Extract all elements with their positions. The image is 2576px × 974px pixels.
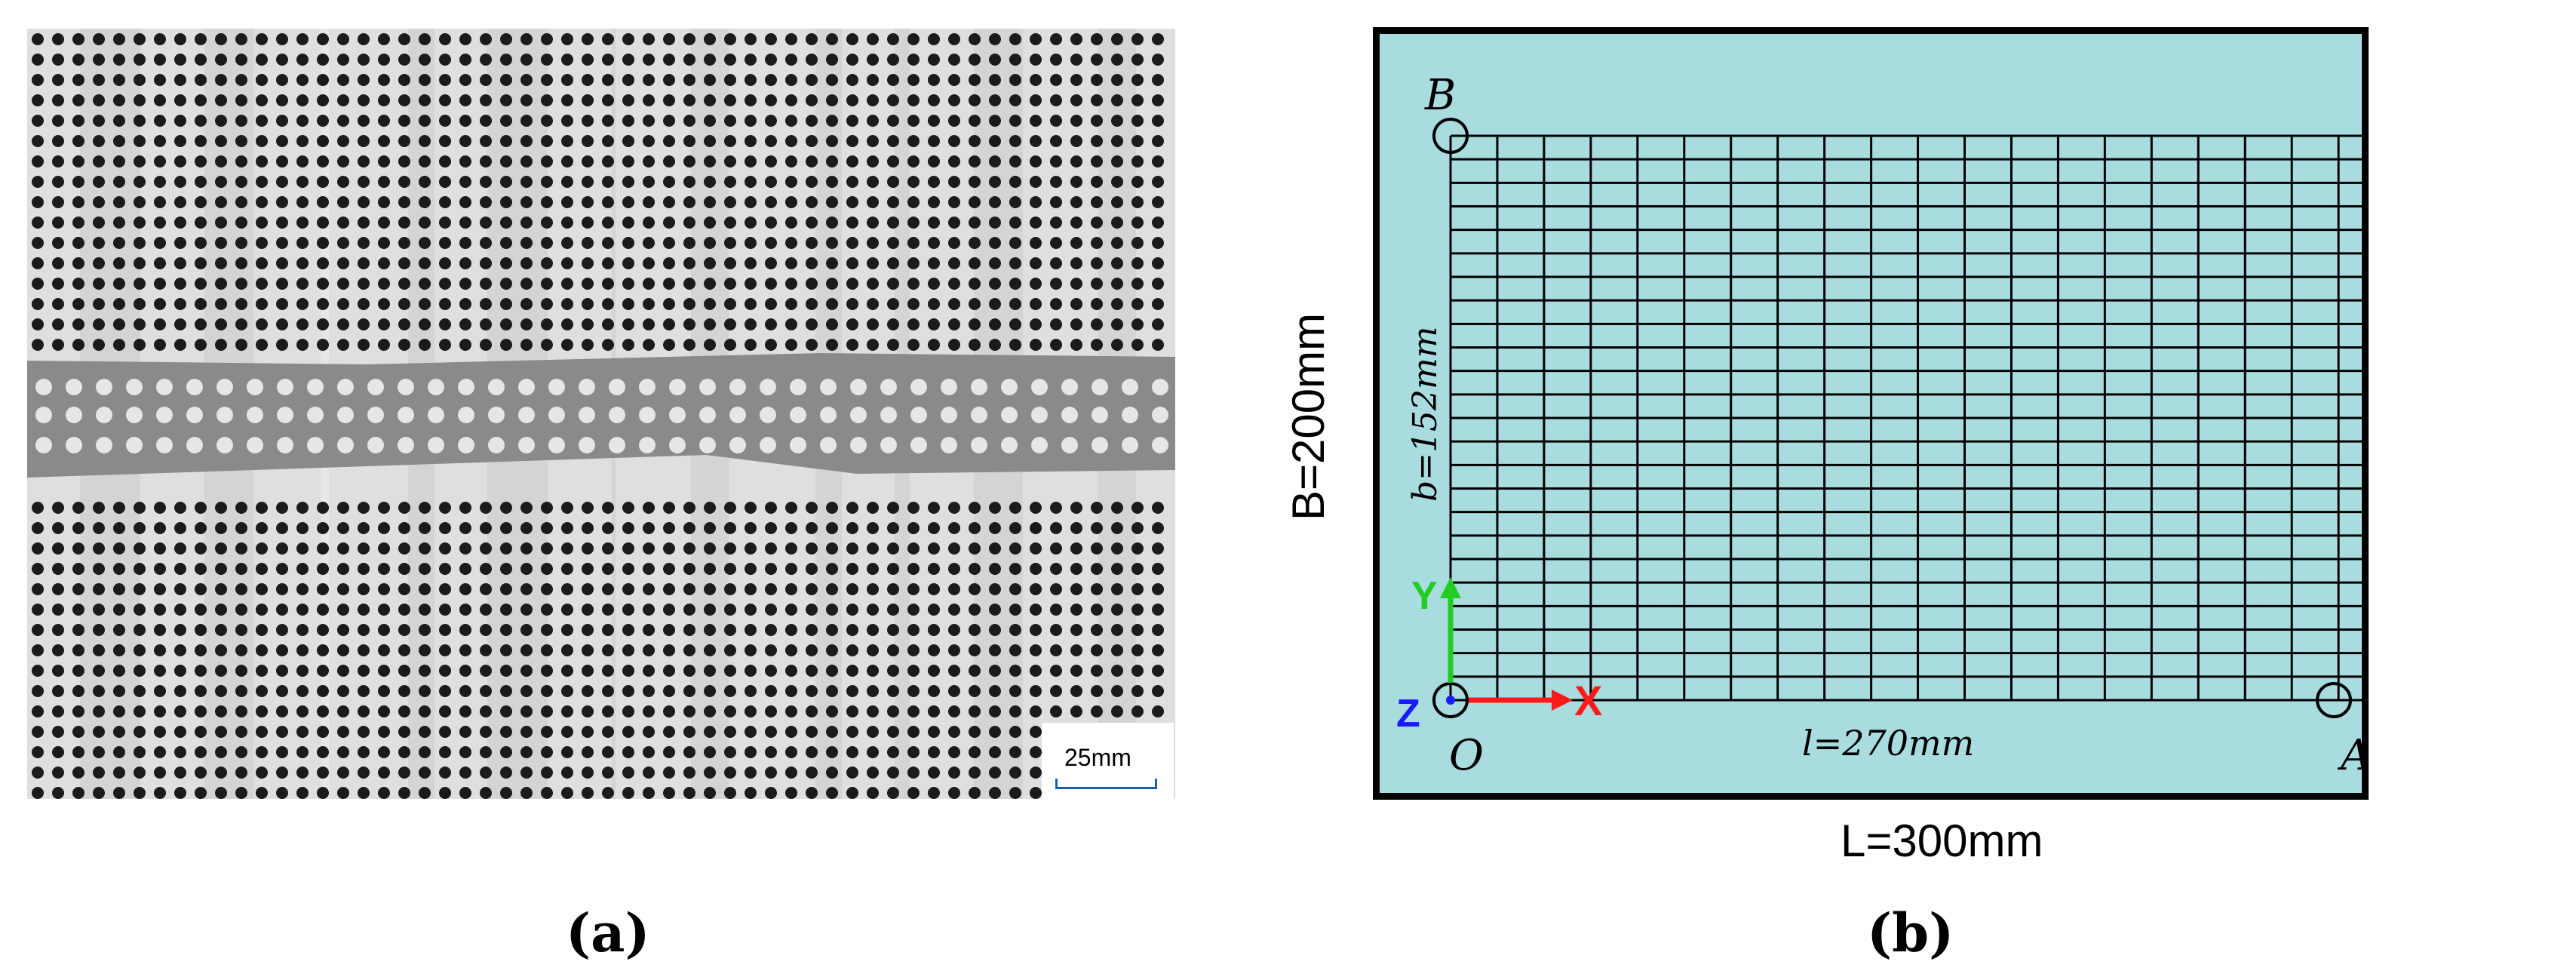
- point-o-label: O: [1449, 731, 1484, 780]
- grid-schematic: B O A X Y Z l=270mm b=152mm: [1396, 71, 2362, 780]
- inner-length-label: l=270mm: [1802, 723, 1974, 764]
- point-a-label: A: [2337, 731, 2362, 780]
- y-axis-arrowhead: [1440, 577, 1461, 598]
- caption-b: (b): [1867, 902, 1954, 964]
- point-b-label: B: [1424, 71, 1456, 120]
- z-axis-dot: [1446, 696, 1455, 705]
- scale-bar-box: 25mm: [1042, 723, 1174, 799]
- point-b-marker: [1432, 118, 1469, 154]
- outer-height-label: B=200mm: [1283, 312, 1334, 521]
- specimen-photo: 25mm: [27, 29, 1175, 799]
- scale-label: 25mm: [1064, 744, 1131, 771]
- plate-schematic: B O A X Y Z l=270mm b=152mm: [1373, 27, 2369, 800]
- point-o-marker: [1432, 682, 1469, 718]
- caption-a: (a): [566, 902, 650, 964]
- point-a-marker: [2316, 682, 2352, 718]
- dot-grid-photo: [27, 29, 1175, 799]
- x-axis-arrowhead: [1552, 690, 1573, 711]
- x-axis-label: X: [1574, 677, 1602, 724]
- y-axis-label: Y: [1411, 574, 1438, 618]
- dark-dot-grid: [32, 33, 1164, 799]
- light-dot-rows: [35, 379, 1168, 453]
- inner-height-label: b=152mm: [1406, 327, 1445, 502]
- measurement-grid: [1449, 134, 2362, 702]
- scale-bar: [1055, 779, 1157, 789]
- outer-length-label: L=300mm: [1841, 816, 2043, 866]
- z-axis-label: Z: [1396, 692, 1420, 736]
